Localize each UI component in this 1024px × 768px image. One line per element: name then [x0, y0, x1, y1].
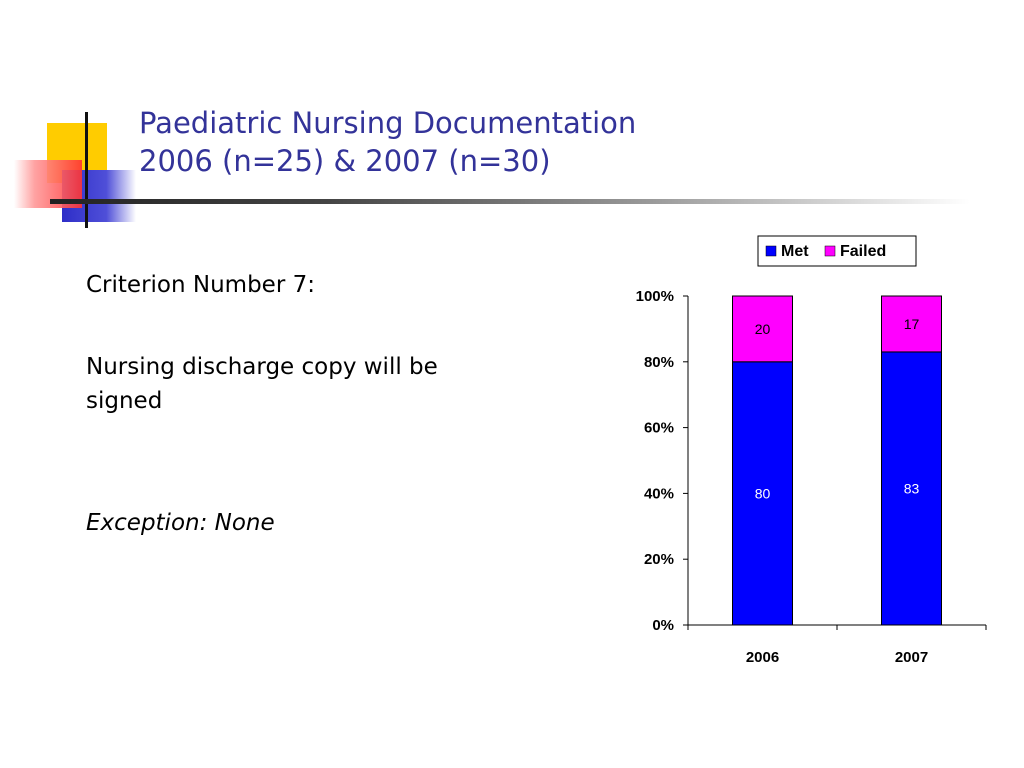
chart-bars: 80 20 83 17: [732, 295, 942, 626]
bar-segment-met: [732, 361, 793, 626]
y-tick-label: 80%: [644, 354, 674, 371]
y-tick-label: 100%: [636, 288, 674, 305]
title-line-1: Paediatric Nursing Documentation: [139, 106, 637, 140]
legend-box: [757, 235, 917, 267]
slide-title: Paediatric Nursing Documentation 2006 (n…: [139, 104, 636, 180]
data-label: 83: [904, 480, 920, 496]
x-tick-label: 2007: [895, 649, 928, 666]
bar-segment-met: [881, 351, 942, 626]
legend-label-met: Met: [781, 243, 809, 260]
title-underline: [50, 199, 970, 204]
y-tick-label: 40%: [644, 485, 674, 502]
x-tick-label: 2006: [746, 649, 779, 666]
chart-legend: Met Failed: [757, 235, 917, 267]
data-label: 20: [755, 321, 771, 337]
legend-swatch-failed: [824, 245, 836, 257]
bar-segment-failed: [881, 295, 942, 353]
y-tick-label: 0%: [652, 617, 674, 634]
deco-vertical-line: [85, 112, 88, 228]
stacked-bar-chart: Met Failed 0% 20% 40% 60% 80% 100% 2006 2007 80 2…: [636, 235, 987, 666]
legend-swatch-met: [765, 245, 777, 257]
legend-label-failed: Failed: [840, 243, 886, 260]
chart-axes: 0% 20% 40% 60% 80% 100% 2006 2007: [636, 288, 987, 666]
description-text: Nursing discharge copy will be signed: [86, 354, 438, 414]
y-tick-label: 60%: [644, 420, 674, 437]
data-label: 17: [904, 316, 920, 332]
title-line-2: 2006 (n=25) & 2007 (n=30): [139, 144, 551, 178]
y-tick-label: 20%: [644, 551, 674, 568]
bar-segment-failed: [732, 295, 793, 363]
data-label: 80: [755, 485, 771, 501]
criterion-text: Criterion Number 7:: [86, 272, 315, 298]
exception-text: Exception: None: [86, 510, 275, 536]
